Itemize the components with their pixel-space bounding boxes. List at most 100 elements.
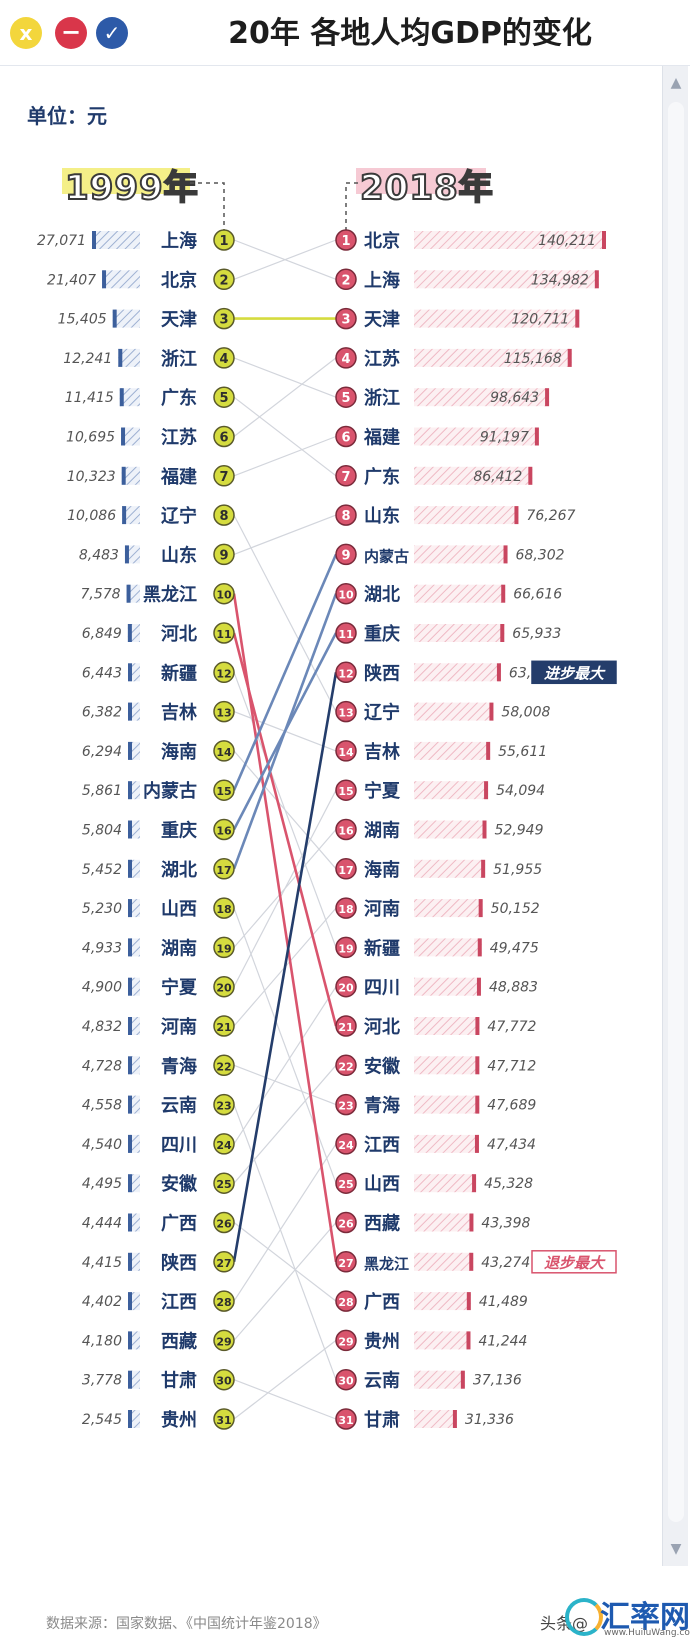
left-value-bar-edge [92, 231, 96, 249]
left-value-label: 12,241 [63, 351, 112, 367]
left-rank-number: 27 [216, 1257, 231, 1270]
left-value-label: 6,382 [82, 705, 122, 721]
left-rank-number: 6 [219, 431, 228, 446]
right-rank-number: 13 [338, 707, 353, 720]
left-rank-number: 11 [216, 628, 231, 641]
close-button[interactable]: x [10, 17, 42, 49]
left-value-bar [112, 309, 140, 328]
right-value-label: 41,489 [479, 1294, 528, 1310]
left-region-label: 山西 [161, 899, 197, 920]
left-value-label: 7,578 [80, 587, 120, 603]
right-rank-circle [335, 936, 357, 959]
right-rank-circle [335, 1172, 357, 1194]
right-value-label: 41,244 [478, 1333, 527, 1349]
right-value-label: 86,412 [473, 469, 522, 485]
left-rank-number: 3 [219, 313, 228, 328]
right-rank-number: 17 [338, 864, 353, 877]
left-value-label: 10,695 [66, 430, 115, 446]
right-rank-number: 18 [338, 903, 353, 916]
scroll-down-arrow-icon[interactable]: ▼ [670, 1541, 682, 1557]
right-value-bar-edge [472, 1174, 477, 1193]
connector-line [233, 396, 337, 477]
right-rank-circle [335, 1368, 357, 1391]
left-rank-circle [213, 1015, 235, 1037]
right-value-bar-edge [460, 1370, 465, 1389]
right-value-bar [414, 1252, 474, 1271]
left-region-label: 河南 [161, 1016, 197, 1038]
right-rank-circle [335, 465, 357, 487]
left-region-label: 陕西 [161, 1252, 197, 1274]
left-value-label: 4,558 [82, 1098, 122, 1114]
right-region-label: 甘肃 [364, 1409, 400, 1431]
connector-line [233, 1222, 337, 1341]
right-value-bar [414, 1370, 465, 1389]
left-value-bar [121, 427, 140, 446]
connector-line [233, 1143, 337, 1302]
right-rank-number: 3 [341, 313, 350, 328]
right-rank-circle [335, 858, 357, 880]
checkmark-icon: ✓ [103, 21, 121, 45]
vertical-scrollbar[interactable]: ▲ ▼ [662, 66, 688, 1566]
left-rank-number: 5 [219, 391, 228, 406]
right-region-label: 黑龙江 [364, 1255, 409, 1273]
left-value-label: 4,933 [82, 940, 122, 956]
right-rank-number: 6 [341, 431, 350, 446]
right-rank-number: 11 [338, 628, 353, 641]
left-region-label: 河北 [161, 624, 197, 645]
right-rank-number: 25 [338, 1178, 353, 1191]
left-rank-circle [213, 1368, 235, 1391]
left-rank-circle [213, 1054, 235, 1077]
left-region-label: 重庆 [161, 820, 197, 842]
left-rank-number: 30 [216, 1375, 232, 1388]
right-rank-circle [335, 897, 357, 919]
right-rank-circle [335, 1015, 357, 1037]
left-value-bar-edge [128, 1370, 132, 1389]
right-region-label: 山东 [364, 505, 400, 527]
page-title: 20年 各地人均GDP的变化 [228, 16, 592, 51]
left-rank-circle [213, 818, 235, 841]
left-value-bar-edge [128, 1331, 132, 1350]
left-value-bar-edge [112, 309, 117, 328]
right-rank-number: 24 [338, 1139, 354, 1152]
scroll-up-arrow-icon[interactable]: ▲ [670, 75, 682, 91]
right-value-label: 47,772 [487, 1019, 536, 1035]
minimize-button[interactable]: − [55, 17, 87, 49]
left-value-bar-edge [119, 388, 124, 407]
left-value-label: 11,415 [65, 390, 114, 406]
right-region-label: 云南 [364, 1370, 400, 1392]
connector-line-highlight [232, 632, 338, 1027]
connector-line-highlight [232, 593, 338, 870]
right-value-bar-edge [475, 1017, 480, 1035]
left-value-bar [102, 270, 140, 289]
right-region-label: 辽宁 [364, 702, 400, 724]
callout-label: 进步最大 [544, 664, 606, 682]
left-rank-circle [213, 386, 235, 408]
right-value-bar [414, 427, 539, 446]
left-rank-circle [213, 229, 235, 251]
left-value-label: 15,405 [58, 312, 107, 328]
right-rank-number: 9 [341, 548, 350, 563]
right-value-bar [414, 1174, 477, 1193]
left-rank-number: 7 [219, 470, 228, 485]
left-value-bar-edge [124, 545, 129, 564]
connector-line-highlight [232, 672, 338, 1263]
right-value-bar [414, 1410, 457, 1428]
left-rank-number: 13 [216, 707, 231, 720]
callout-label: 退步最大 [544, 1254, 606, 1272]
left-value-bar-edge [128, 1292, 132, 1311]
scroll-thumb[interactable] [668, 102, 684, 1522]
left-value-label: 6,443 [82, 665, 122, 681]
left-value-label: 4,728 [82, 1058, 122, 1074]
right-rank-number: 20 [338, 982, 354, 995]
confirm-button[interactable]: ✓ [96, 17, 128, 49]
right-region-label: 广东 [364, 466, 400, 488]
left-region-label: 青海 [161, 1055, 197, 1077]
year-label-1999: 1999年 [64, 167, 199, 209]
left-value-bar [121, 466, 140, 485]
left-value-label: 8,483 [79, 547, 119, 563]
left-value-label: 5,861 [82, 783, 122, 799]
right-region-label: 青海 [364, 1095, 400, 1117]
right-region-label: 湖南 [364, 820, 400, 842]
left-rank-circle [213, 582, 235, 605]
connector-line-highlight [232, 553, 338, 791]
